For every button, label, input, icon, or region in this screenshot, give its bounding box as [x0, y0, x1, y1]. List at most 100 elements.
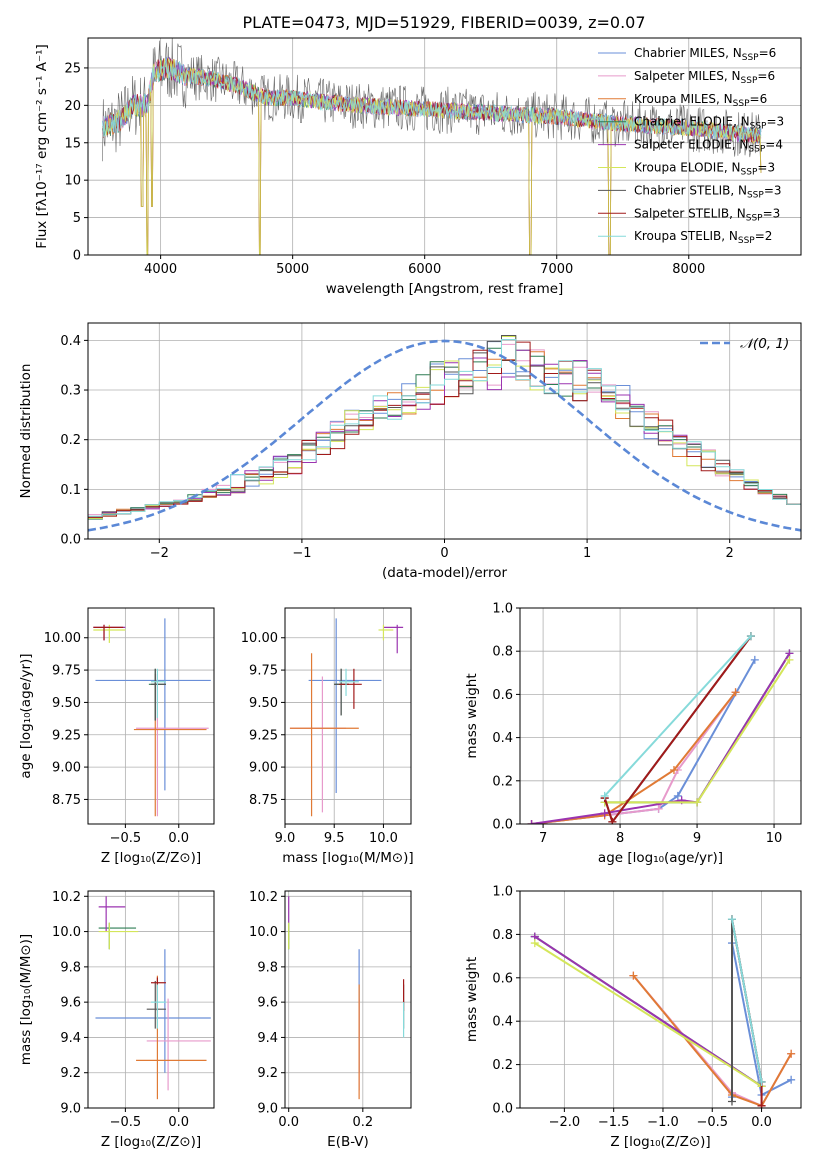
- y-tick-label: 0.2: [492, 774, 513, 789]
- grid: [285, 891, 411, 1109]
- y-axis-label: mass [log₁₀(M/M⊙)]: [18, 934, 34, 1065]
- x-tick-label: −0.5: [696, 1115, 728, 1130]
- x-tick-label: 0.0: [168, 1115, 189, 1130]
- y-tick-label: 0.3: [60, 384, 81, 399]
- y-tick-label: 9.0: [257, 1102, 278, 1117]
- grid: [520, 890, 801, 1109]
- y-tick-label: 0.2: [492, 1058, 513, 1073]
- y-tick-label: 9.6: [60, 996, 81, 1011]
- plot-area: [93, 618, 211, 817]
- x-tick-label: 9: [693, 831, 701, 846]
- x-tick-label: 8000: [672, 262, 705, 277]
- y-tick-label: 0: [73, 249, 81, 264]
- mass-weight-marker-salpeter_stelib: [608, 817, 617, 824]
- x-tick-label: 10.0: [369, 831, 398, 846]
- legend-label-salpeter_elodie: Salpeter ELODIE, NSSP=4: [634, 138, 783, 155]
- y-tick-label: 9.75: [249, 664, 278, 679]
- plot-area: [530, 915, 796, 1108]
- y-tick-label: 9.00: [249, 761, 278, 776]
- panel-mass_vs_EBV: 0.0 0.2 9.0 9.2 9.4 9.6 9.8 10.0 10.2 E(B-V): [249, 890, 412, 1150]
- mass-weight-line-kroupa_stelib: [731, 919, 763, 1083]
- x-tick-label: 7: [539, 831, 547, 846]
- y-tick-label: 0.1: [60, 483, 81, 498]
- y-tick-label: 10.00: [241, 631, 278, 646]
- x-tick-label: −0.5: [110, 1115, 142, 1130]
- mass-weight-marker-chabrier_miles: [673, 791, 682, 800]
- y-tick-label: 0.0: [492, 1102, 513, 1117]
- panel-mass_weight_vs_age: 7 8 9 10 0.0 0.2 0.4 0.6 0.8 1.0 age [log₁₀(age/yr…: [464, 602, 802, 866]
- x-tick-label: 1: [583, 546, 591, 561]
- y-tick-label: 9.0: [60, 1102, 81, 1117]
- x-tick-label: −2: [150, 546, 169, 561]
- x-tick-label: 10: [766, 831, 783, 846]
- x-tick-label: −1.0: [647, 1115, 679, 1130]
- spectrum-legend: Chabrier MILES, NSSP=6 Salpeter MILES, NS…: [598, 46, 784, 246]
- x-tick-label: −1.5: [598, 1115, 630, 1130]
- mass-weight-marker-kroupa_elodie: [785, 655, 794, 664]
- x-tick-label: 9.0: [275, 831, 296, 846]
- y-tick-label: 10.0: [249, 925, 278, 940]
- plot-area: [288, 896, 405, 1100]
- y-tick-label: 1.0: [492, 885, 513, 900]
- legend-label-normal: 𝒩(0, 1): [740, 336, 789, 352]
- y-tick-label: 9.75: [52, 664, 81, 679]
- spectrum-line-kroupa_stelib: [102, 58, 762, 142]
- mass-weight-line-salpeter_elodie: [531, 652, 791, 824]
- x-tick-label: 0.0: [751, 1115, 772, 1130]
- y-tick-label: 15: [64, 136, 81, 151]
- spectrum-line-kroupa_miles: [102, 57, 762, 255]
- panel-residuals: −2 −1 0 1 2 0.0 0.1 0.2 0.3 0.4 (data-model)/error…: [18, 322, 802, 581]
- x-tick-label: 0.0: [278, 1115, 299, 1130]
- plot-area: [95, 896, 211, 1100]
- mass-weight-line-kroupa_stelib: [603, 635, 752, 797]
- mass-weight-line-chabrier_miles: [531, 659, 756, 824]
- y-axis-label: Flux [fλ10⁻¹⁷ erg cm⁻² s⁻¹ A⁻¹]: [34, 44, 50, 249]
- x-tick-label: 7000: [540, 262, 573, 277]
- panel-spectrum: 4000 5000 6000 7000 8000 0 5 10 15 20 25 wavelength…: [34, 37, 802, 297]
- mass-weight-marker-kroupa_miles: [787, 1049, 796, 1058]
- y-tick-label: 9.00: [52, 761, 81, 776]
- mass-weight-marker-kroupa_miles: [629, 971, 638, 980]
- mass-weight-marker-kroupa_stelib: [746, 632, 755, 641]
- mass-weight-marker-salpeter_elodie: [600, 809, 609, 818]
- x-tick-label: 0.2: [352, 1115, 373, 1130]
- y-tick-label: 8.75: [52, 793, 81, 808]
- y-tick-label: 8.75: [249, 793, 278, 808]
- y-tick-label: 10.00: [44, 631, 81, 646]
- grid: [88, 323, 801, 540]
- spectrum-line-kroupa_elodie: [102, 58, 762, 255]
- x-axis-label: Z [log₁₀(Z/Z⊙)]: [101, 1134, 201, 1150]
- y-tick-label: 9.6: [257, 996, 278, 1011]
- panel-age_vs_Z: −0.5 0.0 8.75 9.00 9.25 9.50 9.75 10.00 Z [log₁₀…: [18, 607, 215, 866]
- y-tick-label: 0.8: [492, 645, 513, 660]
- x-axis-label: mass [log₁₀(M/M⊙)]: [282, 850, 413, 866]
- y-tick-label: 5: [73, 211, 81, 226]
- plot-area: [289, 618, 404, 817]
- x-axis-label: wavelength [Angstrom, rest frame]: [326, 281, 564, 297]
- y-tick-label: 0.6: [492, 688, 513, 703]
- legend-label-kroupa_miles: Kroupa MILES, NSSP=6: [634, 92, 767, 109]
- y-tick-label: 0.2: [60, 433, 81, 448]
- y-tick-label: 9.4: [257, 1031, 278, 1046]
- plot-area: [102, 38, 762, 255]
- mass-weight-marker-kroupa_miles: [731, 688, 740, 697]
- axes-frame: [519, 890, 802, 1109]
- x-tick-label: 9.5: [324, 831, 345, 846]
- mass-weight-marker-kroupa_elodie: [530, 939, 539, 948]
- mass-weight-marker-kroupa_stelib: [727, 915, 736, 924]
- legend-label-salpeter_miles: Salpeter MILES, NSSP=6: [634, 69, 775, 86]
- mass-weight-marker-chabrier_miles: [787, 1075, 796, 1084]
- axes-frame: [87, 37, 802, 256]
- y-tick-label: 9.8: [60, 960, 81, 975]
- histogram-salpeter_stelib: [88, 341, 801, 518]
- y-tick-label: 0.4: [492, 731, 513, 746]
- x-tick-label: −2.0: [549, 1115, 581, 1130]
- x-axis-label: age [log₁₀(age/yr)]: [598, 850, 723, 866]
- x-tick-label: −0.5: [110, 831, 142, 846]
- axes-frame: [519, 607, 802, 825]
- legend-label-kroupa_stelib: Kroupa STELIB, NSSP=2: [634, 229, 772, 246]
- y-tick-label: 10.2: [52, 890, 81, 905]
- panel-age_vs_mass: 9.0 9.5 10.0 8.75 9.00 9.25 9.50 9.75 10.00 mass …: [241, 607, 414, 866]
- y-tick-label: 10.0: [52, 925, 81, 940]
